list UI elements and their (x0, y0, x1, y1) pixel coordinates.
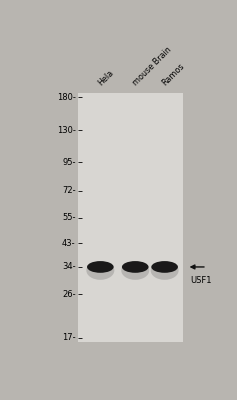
Text: 43-: 43- (62, 238, 76, 248)
Text: 95-: 95- (62, 158, 76, 167)
Ellipse shape (86, 261, 114, 280)
FancyBboxPatch shape (78, 93, 183, 342)
Text: mouse Brain: mouse Brain (131, 45, 173, 87)
Text: 180-: 180- (57, 93, 76, 102)
Ellipse shape (151, 261, 179, 280)
Ellipse shape (92, 264, 109, 268)
Text: 130-: 130- (57, 126, 76, 135)
Ellipse shape (156, 264, 173, 268)
Text: 55-: 55- (62, 214, 76, 222)
Text: USF1: USF1 (190, 276, 212, 284)
Text: 26-: 26- (62, 290, 76, 299)
Ellipse shape (121, 261, 149, 280)
Ellipse shape (122, 261, 149, 273)
Text: 34-: 34- (62, 262, 76, 272)
Text: Hela: Hela (96, 68, 115, 87)
Text: Ramos: Ramos (160, 61, 186, 87)
Ellipse shape (127, 264, 144, 268)
Text: 72-: 72- (62, 186, 76, 195)
Ellipse shape (151, 261, 178, 273)
Text: 17-: 17- (62, 333, 76, 342)
Ellipse shape (87, 261, 114, 273)
